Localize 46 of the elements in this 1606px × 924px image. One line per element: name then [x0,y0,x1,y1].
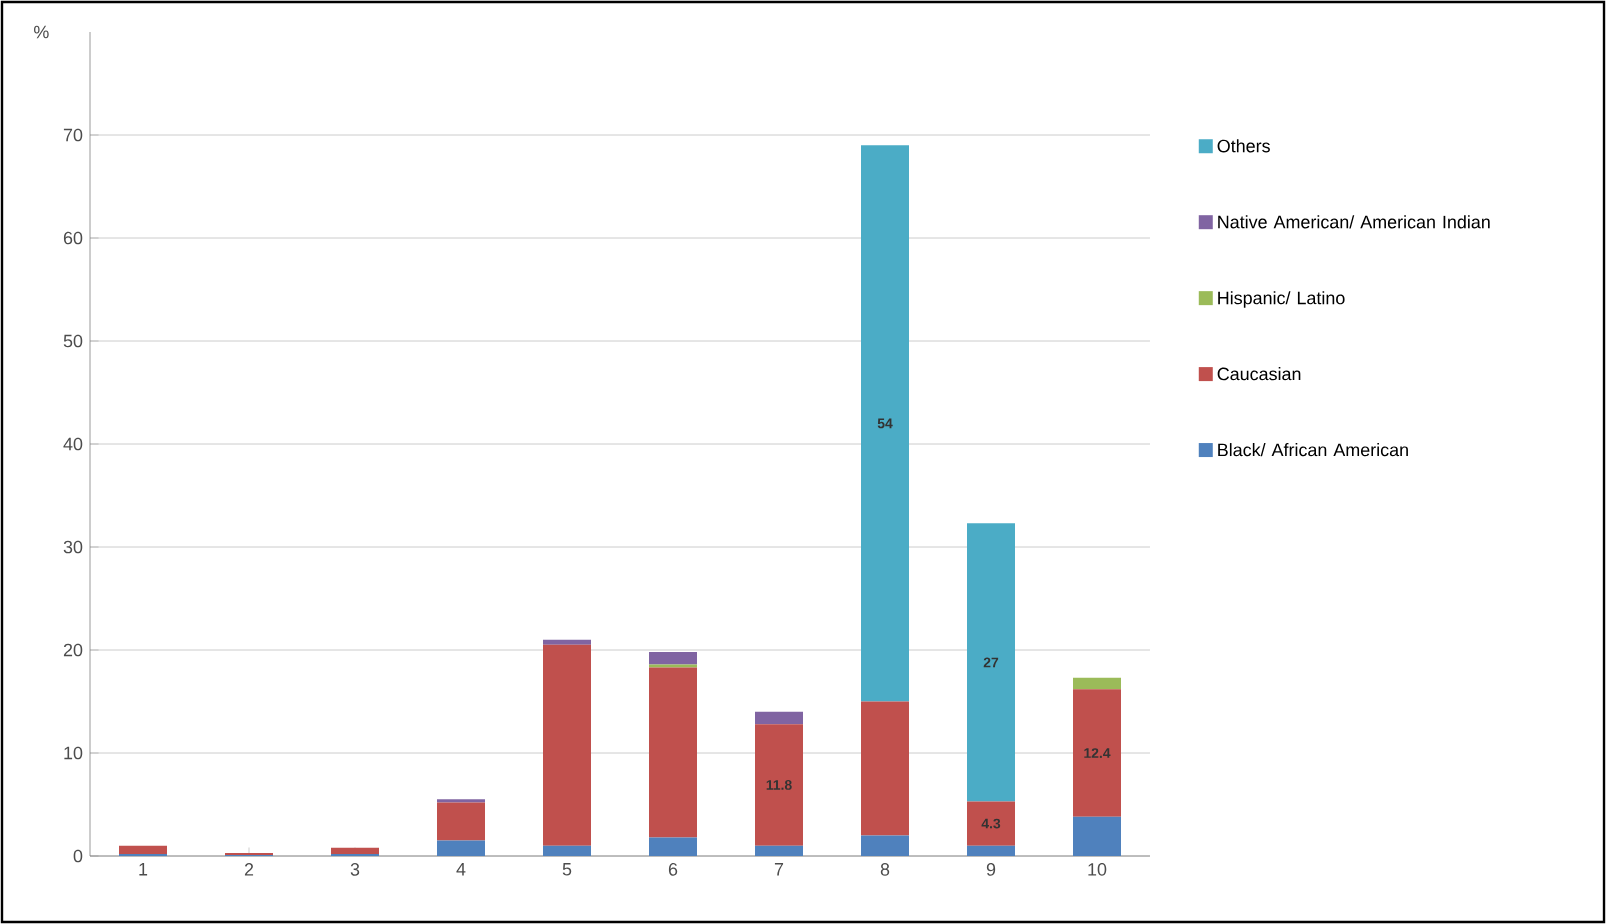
bar [967,523,1015,802]
bar [649,837,697,856]
legend-label: Native American/ American Indian [1218,215,1490,229]
legend-label: Hispanic/ Latino [1218,291,1345,308]
bar [967,845,1015,856]
bar [649,652,697,665]
y-tick-label: 40 [63,437,83,451]
bar [861,835,909,856]
x-tick-label: 1 [139,863,148,876]
x-tick-label: 10 [1088,863,1107,876]
bar [1073,689,1121,817]
x-tick-label: 9 [986,863,996,876]
y-tick-label: 20 [63,643,83,657]
bar [967,801,1015,846]
bar [331,847,379,854]
legend-label: Caucasian [1217,367,1301,381]
bar [755,724,803,846]
bar [1073,816,1121,856]
bar [543,644,591,846]
bar [543,845,591,856]
y-axis-title: % [34,25,49,39]
y-tick-label: 10 [64,746,83,760]
bar [861,145,909,702]
bar [437,840,485,856]
legend-label: Others [1217,139,1270,153]
x-tick-label: 3 [350,863,360,876]
y-tick-label: 50 [63,334,83,348]
legend-label: Black/ African American [1218,443,1408,457]
bar [649,667,697,838]
y-tick-label: 0 [73,849,83,863]
bar [437,802,485,841]
y-tick-label: 60 [63,231,83,245]
y-tick-label: 30 [63,540,83,554]
x-tick-label: 8 [880,863,890,876]
x-tick-label: 5 [562,863,572,876]
x-tick-label: 6 [668,863,678,876]
y-tick-label: 70 [63,128,83,142]
bar [1073,677,1121,690]
x-tick-label: 7 [774,863,784,876]
bar [755,711,803,725]
x-tick-label: 4 [456,863,466,876]
bar [755,845,803,856]
x-tick-label: 2 [244,863,254,876]
bar [119,845,167,854]
bar [861,701,909,836]
bar [543,639,591,645]
